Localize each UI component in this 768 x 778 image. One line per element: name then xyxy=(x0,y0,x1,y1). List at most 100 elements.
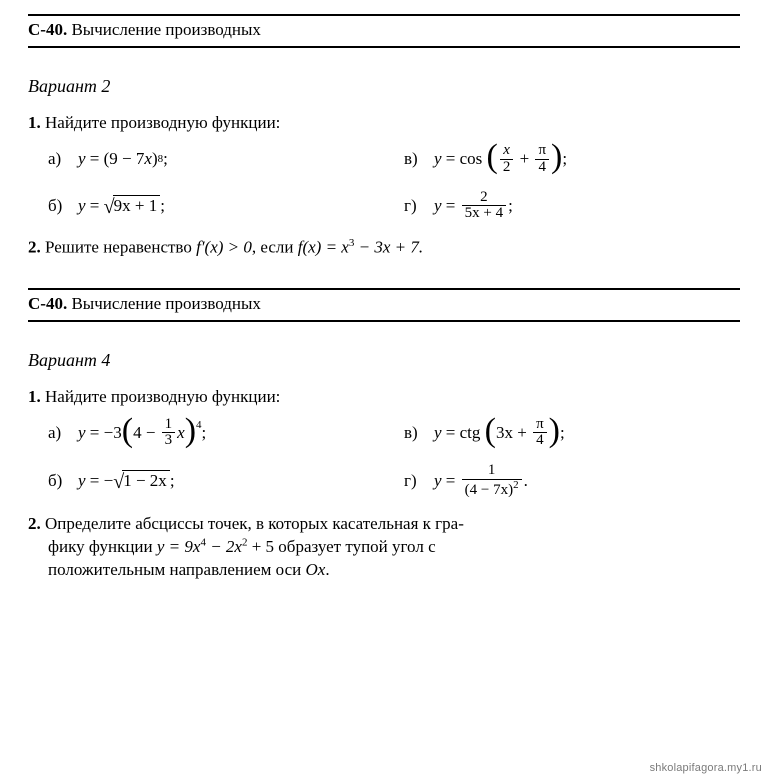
v4-t2-l2a: фику функции xyxy=(48,537,157,556)
v4-t2-l2wrap: фику функции y = 9x4 − 2x2 + 5 образует … xyxy=(28,537,436,556)
v2-task1-text: Найдите производную функции: xyxy=(45,113,280,132)
lparen-icon: ( xyxy=(487,142,498,173)
v4-t2-l3wrap: положительным направлением оси Ox. xyxy=(28,560,330,579)
v4-a-i1: 4 − xyxy=(133,423,155,443)
v2-b-eq: = xyxy=(90,196,100,216)
v4-t2-l2b: + 5 образует тупой угол с xyxy=(247,537,435,556)
v2-b-tail: ; xyxy=(160,196,165,216)
v4-a-eq: = −3 xyxy=(90,423,122,443)
v4-t2-dot: . xyxy=(325,560,329,579)
v2-g-fb: 5x + 4 xyxy=(462,206,506,222)
v2-b-rad: 9x + 1 xyxy=(113,195,161,216)
v4-a-i2: x xyxy=(177,423,185,443)
v2-item-g: г) y = 25x + 4; xyxy=(384,190,740,223)
v2-v-frac1: x2 xyxy=(500,143,514,176)
v2-v-formula: y = cos ( x2 + π4 ); xyxy=(434,143,567,176)
section-code: С-40. xyxy=(28,20,67,39)
v2-task2-num: 2. xyxy=(28,238,41,257)
v4-a-exp: 4 xyxy=(196,419,202,431)
v2-a-formula: y = (9 − 7x)8; xyxy=(78,149,168,169)
v2-t2-b: , если xyxy=(252,238,298,257)
v4-row2: б) y = − √1 − 2x; г) y = 1 (4 − 7x)2 . xyxy=(28,463,740,499)
v4-a-formula: y = −3 ( 4 − 13 x )4; xyxy=(78,417,206,450)
v4-task1: 1. Найдите производную функции: xyxy=(28,387,740,407)
v2-g-eq: = xyxy=(446,196,456,216)
v4-v-fb: 4 xyxy=(533,433,547,449)
v4-v-lhs: y xyxy=(434,423,442,443)
v2-b-lhs: y xyxy=(78,196,86,216)
sqrt-icon: √9x + 1 xyxy=(104,195,161,216)
v2-g-label: г) xyxy=(404,196,426,216)
v4-b-label: б) xyxy=(48,471,70,491)
v2-v-label: в) xyxy=(404,149,426,169)
section-code-2: С-40. xyxy=(28,294,67,313)
v4-a-frac: 13 xyxy=(162,417,176,450)
v4-g-formula: y = 1 (4 − 7x)2 . xyxy=(434,463,528,499)
section-title: Вычисление производных xyxy=(71,20,260,39)
v4-v-eq: = ctg xyxy=(446,423,481,443)
v4-g-fba: (4 − 7x) xyxy=(465,482,513,498)
v2-a-open: (9 − 7 xyxy=(104,149,145,169)
v2-row2: б) y = √9x + 1; г) y = 25x + 4; xyxy=(28,190,740,223)
v4-task2-num: 2. xyxy=(28,514,41,533)
v2-g-lhs: y xyxy=(434,196,442,216)
v2-a-lhs: y xyxy=(78,149,86,169)
v4-b-eq: = − xyxy=(90,471,113,491)
v2-task1: 1. Найдите производную функции: xyxy=(28,113,740,133)
lparen-icon: ( xyxy=(122,416,133,447)
v2-v-lhs: y xyxy=(434,149,442,169)
v2-a-label: а) xyxy=(48,149,70,169)
section-title-2: Вычисление производных xyxy=(71,294,260,313)
v4-a-fb: 3 xyxy=(162,433,176,449)
v4-v-frac: π4 xyxy=(533,417,547,450)
v4-b-formula: y = − √1 − 2x; xyxy=(78,470,175,491)
v4-b-tail: ; xyxy=(170,471,175,491)
v2-a-var: x xyxy=(144,149,152,169)
v4-item-a: а) y = −3 ( 4 − 13 x )4; xyxy=(28,417,384,450)
v4-g-tail: . xyxy=(524,471,528,491)
v4-v-ft: π xyxy=(533,417,547,434)
v4-g-fb: (4 − 7x)2 xyxy=(462,480,522,499)
v4-g-ft: 1 xyxy=(462,463,522,480)
v4-a-ft: 1 xyxy=(162,417,176,434)
v4-item-b: б) y = − √1 − 2x; xyxy=(28,470,384,491)
v2-a-eq: = xyxy=(90,149,100,169)
lparen-icon: ( xyxy=(485,416,496,447)
v2-b-formula: y = √9x + 1; xyxy=(78,195,165,216)
sqrt-icon: √1 − 2x xyxy=(113,470,170,491)
v2-task1-num: 1. xyxy=(28,113,41,132)
v4-task2: 2. Определите абсциссы точек, в которых … xyxy=(28,513,740,582)
v4-t2-l1: Определите абсциссы точек, в которых кас… xyxy=(45,514,464,533)
v2-v-frac2: π4 xyxy=(535,143,549,176)
v4-task1-text: Найдите производную функции: xyxy=(45,387,280,406)
v4-a-lhs: y xyxy=(78,423,86,443)
rparen-icon: ) xyxy=(551,142,562,173)
v2-t2-a: Решите неравенство xyxy=(45,238,196,257)
v4-item-v: в) y = ctg ( 3x + π4 ); xyxy=(384,417,740,450)
v2-item-a: а) y = (9 − 7x)8; xyxy=(28,149,384,169)
v4-v-tail: ; xyxy=(560,423,565,443)
v2-v-f1t: x xyxy=(500,143,514,160)
v2-g-frac: 25x + 4 xyxy=(462,190,506,223)
watermark-text: shkolapifagora.my1.ru xyxy=(650,762,762,774)
v2-g-tail: ; xyxy=(508,196,513,216)
rparen-icon: ) xyxy=(185,416,196,447)
v4-g-eq: = xyxy=(446,471,456,491)
v4-v-formula: y = ctg ( 3x + π4 ); xyxy=(434,417,565,450)
v2-g-ft: 2 xyxy=(462,190,506,207)
section-header-1: С-40. Вычисление производных xyxy=(28,14,740,48)
v4-t2-axis: Ox xyxy=(305,560,325,579)
v4-t2-mid: − 2x xyxy=(206,537,242,556)
variant-2-label: Вариант 2 xyxy=(28,76,740,97)
v2-item-v: в) y = cos ( x2 + π4 ); xyxy=(384,143,740,176)
rparen-icon: ) xyxy=(549,416,560,447)
v2-t2-e2: f(x) = x xyxy=(298,238,349,257)
v2-v-plus: + xyxy=(520,149,530,169)
v4-row1: а) y = −3 ( 4 − 13 x )4; в) y = ctg ( 3x… xyxy=(28,417,740,450)
v4-a-tail: ; xyxy=(202,423,207,443)
v2-v-tail: ; xyxy=(562,149,567,169)
v2-t2-e1: f′(x) > 0 xyxy=(196,238,252,257)
v2-a-tail: ; xyxy=(163,149,168,169)
v2-g-formula: y = 25x + 4; xyxy=(434,190,513,223)
v4-g-frac: 1 (4 − 7x)2 xyxy=(462,463,522,499)
